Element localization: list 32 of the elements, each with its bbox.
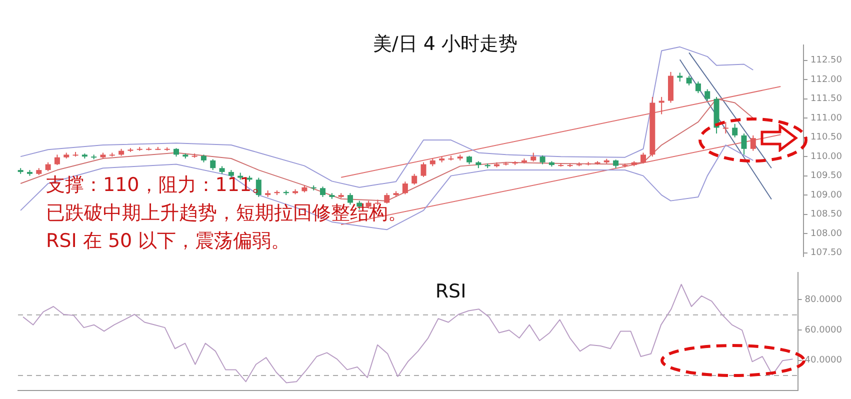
y-tick-label: 80.0000 — [804, 295, 842, 306]
y-tick-label: 109.50 — [810, 171, 842, 182]
candlestick — [384, 192, 390, 204]
candlestick — [420, 162, 426, 178]
annotation: RSI 在 50 以下，震荡偏弱。 — [46, 230, 290, 252]
y-tick-label: 112.00 — [810, 74, 842, 85]
y-tick-label: 108.00 — [810, 228, 842, 239]
candlestick — [686, 75, 692, 86]
y-tick-label: 110.00 — [810, 152, 842, 162]
candlestick — [54, 154, 60, 166]
candlestick — [741, 132, 747, 156]
y-tick-label: 107.50 — [810, 248, 842, 258]
candlestick — [750, 134, 756, 152]
y-tick-label: 40.0000 — [804, 356, 842, 366]
candlestick — [402, 181, 408, 195]
text: RSI — [435, 280, 466, 302]
candlestick — [412, 173, 418, 186]
candlestick — [722, 121, 728, 134]
y-tick-label: 108.50 — [810, 210, 842, 220]
candlestick — [695, 81, 701, 94]
candlestick — [704, 88, 710, 102]
y-tick-label: 109.00 — [810, 190, 842, 200]
y-tick-label: 111.00 — [810, 113, 842, 124]
chart-title: 美/日 4 小时走势 — [372, 32, 518, 55]
y-tick-label: 111.50 — [810, 94, 842, 104]
y-tick-label: 112.50 — [810, 56, 842, 66]
y-tick-label: 110.50 — [810, 132, 842, 143]
candlestick — [732, 123, 738, 138]
candlestick — [320, 186, 326, 198]
candlestick — [210, 158, 216, 171]
y-tick-label: 60.0000 — [804, 325, 842, 336]
candlestick — [640, 152, 646, 164]
